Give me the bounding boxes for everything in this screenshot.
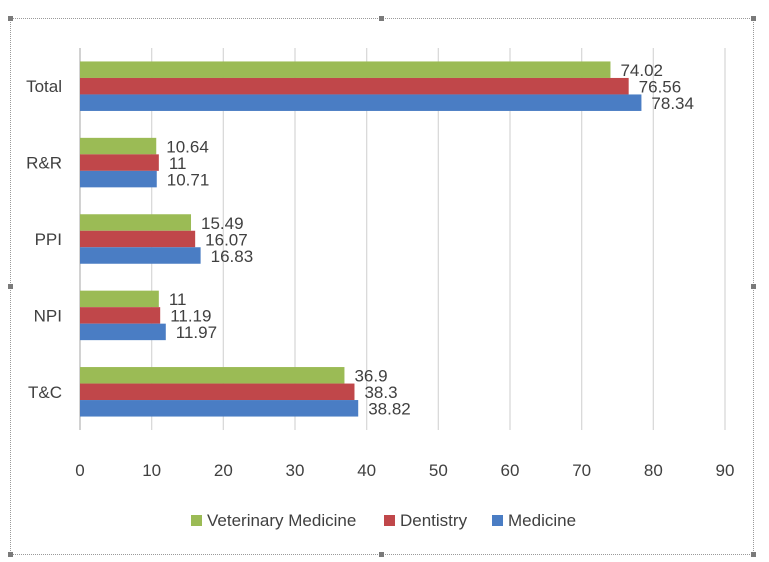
bar-medicine-total <box>80 94 642 111</box>
data-label-dentistry-tandc: 38.3 <box>364 383 397 402</box>
data-label-dentistry-npi: 11.19 <box>170 307 211 326</box>
data-label-veterinary-medicine-tandc: 36.9 <box>354 367 387 386</box>
data-label-veterinary-medicine-randr: 10.64 <box>166 137 209 156</box>
bar-veterinary-medicine-total <box>80 61 611 78</box>
category-label-npi: NPI <box>34 306 62 325</box>
bar-medicine-npi <box>80 323 166 341</box>
resize-handle-bottom-middle[interactable] <box>379 552 384 557</box>
bar-dentistry-total <box>80 77 629 95</box>
data-label-medicine-npi: 11.97 <box>176 323 217 342</box>
legend-swatch-dentistry <box>384 515 395 526</box>
x-tick-label-50: 50 <box>429 461 448 480</box>
x-tick-label-60: 60 <box>501 461 520 480</box>
bar-dentistry-ppi <box>80 230 196 248</box>
category-label-ppi: PPI <box>35 230 62 249</box>
data-label-medicine-randr: 10.71 <box>167 170 210 189</box>
data-label-dentistry-ppi: 16.07 <box>205 230 248 249</box>
legend-label-dentistry: Dentistry <box>400 511 468 530</box>
data-label-dentistry-total: 76.56 <box>639 77 682 96</box>
resize-handle-bottom-right[interactable] <box>751 552 756 557</box>
bar-veterinary-medicine-ppi <box>80 214 192 231</box>
bar-medicine-ppi <box>80 247 201 264</box>
bar-medicine-tandc <box>80 400 359 417</box>
resize-handle-top-middle[interactable] <box>379 16 384 21</box>
x-tick-label-40: 40 <box>357 461 376 480</box>
data-label-medicine-tandc: 38.82 <box>368 400 411 419</box>
x-tick-label-70: 70 <box>572 461 591 480</box>
legend-swatch-medicine <box>492 515 503 526</box>
bar-veterinary-medicine-npi <box>80 290 159 308</box>
bar-medicine-randr <box>80 170 157 188</box>
resize-handle-top-left[interactable] <box>8 16 13 21</box>
data-label-veterinary-medicine-total: 74.02 <box>620 61 663 80</box>
resize-handle-bottom-left[interactable] <box>8 552 13 557</box>
bar-veterinary-medicine-randr <box>80 137 157 155</box>
category-label-total: Total <box>26 77 62 96</box>
data-label-dentistry-randr: 11 <box>169 154 187 173</box>
data-label-veterinary-medicine-ppi: 15.49 <box>201 214 244 233</box>
x-tick-label-10: 10 <box>142 461 161 480</box>
data-label-medicine-total: 78.34 <box>651 94 694 113</box>
bar-veterinary-medicine-tandc <box>80 367 345 384</box>
resize-handle-left-middle[interactable] <box>8 284 13 289</box>
bar-dentistry-tandc <box>80 383 355 401</box>
data-label-medicine-ppi: 16.83 <box>211 247 254 266</box>
x-tick-label-20: 20 <box>214 461 233 480</box>
x-tick-label-0: 0 <box>75 461 84 480</box>
bar-dentistry-randr <box>80 154 159 171</box>
legend-swatch-veterinary-medicine <box>191 515 202 526</box>
data-label-veterinary-medicine-npi: 11 <box>169 290 187 309</box>
resize-handle-top-right[interactable] <box>751 16 756 21</box>
bar-dentistry-npi <box>80 307 161 324</box>
x-tick-label-30: 30 <box>286 461 305 480</box>
x-tick-label-80: 80 <box>644 461 663 480</box>
x-tick-label-90: 90 <box>716 461 735 480</box>
legend-label-veterinary-medicine: Veterinary Medicine <box>207 511 356 530</box>
resize-handle-right-middle[interactable] <box>751 284 756 289</box>
category-label-tandc: T&C <box>28 383 62 402</box>
category-label-randr: R&R <box>26 154 62 173</box>
legend-label-medicine: Medicine <box>508 511 576 530</box>
